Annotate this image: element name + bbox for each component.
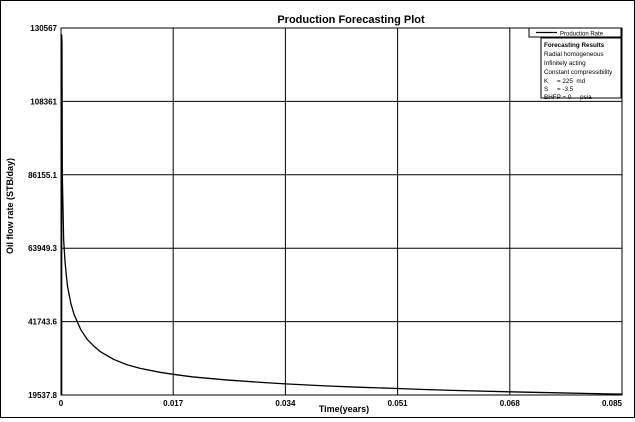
forecasting-results-box: Forecasting Results Radial homogeneous I…: [540, 37, 622, 101]
series-line-production-rate: [61, 34, 623, 395]
y-tick-label: 41743.6: [28, 318, 57, 327]
y-axis-label: Oil flow rate (STB/day): [5, 158, 15, 254]
x-tick-label: 0.017: [163, 399, 184, 408]
x-tick-label: 0.034: [275, 399, 296, 408]
y-tick-label: 130567: [30, 24, 57, 33]
chart-title: Production Forecasting Plot: [277, 14, 425, 26]
annotation-line: S = -3.5: [544, 86, 574, 93]
annotation-box: [540, 37, 622, 99]
legend-entry: Production Rate: [560, 32, 604, 38]
annotation-title: Forecasting Results: [544, 42, 605, 49]
y-tick-label: 108361: [30, 97, 57, 106]
grid-lines: [61, 28, 622, 395]
series-layer: [61, 34, 623, 395]
y-tick-label: 63949.3: [28, 244, 57, 253]
x-tick-label: 0: [59, 399, 64, 408]
annotation-line: Infinitely acting: [544, 60, 586, 67]
y-tick-label: 86155.1: [28, 171, 57, 180]
annotation-line: K = 225 md: [544, 78, 586, 85]
annotation-line: Constant compressibility: [544, 69, 613, 76]
y-axis-ticks: 19537.8 41743.6 63949.3 86155.1 108361 130567: [28, 24, 57, 400]
x-axis-label: Time(years): [319, 404, 369, 414]
x-tick-label: 0.068: [500, 399, 521, 408]
annotation-line: BHFP = 0 psia: [544, 94, 592, 101]
x-tick-label: 0.051: [388, 399, 409, 408]
x-tick-label: 0.085: [602, 399, 623, 408]
y-tick-label: 19537.8: [28, 391, 57, 400]
annotation-line: Radial homogeneous: [544, 51, 604, 58]
legend-box: [528, 27, 622, 38]
legend: Production Rate: [528, 27, 622, 38]
plot-area-border: [60, 27, 623, 396]
x-axis-ticks: 0 0.017 0.034 0.051 0.068 0.085: [59, 399, 623, 408]
